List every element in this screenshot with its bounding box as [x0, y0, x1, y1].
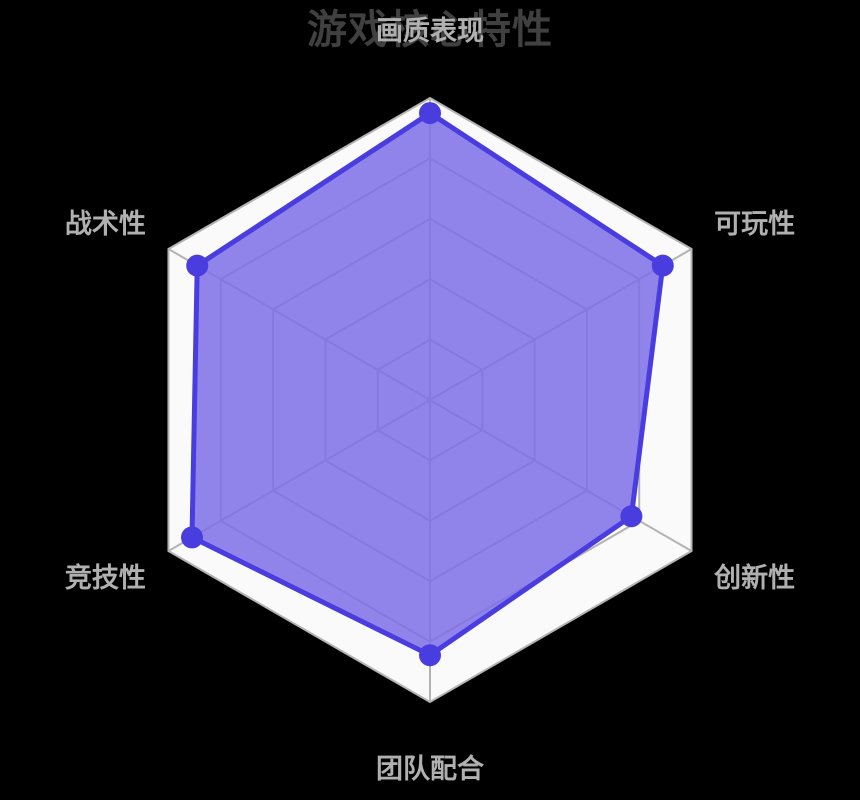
series-markers — [181, 102, 674, 667]
data-point-marker[interactable] — [419, 102, 441, 125]
axis-label-2: 创新性 — [713, 562, 795, 594]
data-point-marker[interactable] — [620, 505, 643, 528]
axis-label-1: 可玩性 — [714, 209, 795, 240]
data-point-marker[interactable] — [186, 254, 209, 277]
chart-title: 游戏核心特性 — [307, 7, 553, 53]
data-point-marker[interactable] — [419, 644, 441, 667]
data-point-marker[interactable] — [651, 254, 674, 277]
data-point-marker[interactable] — [181, 526, 203, 549]
axis-label-0: 画质表现 — [376, 16, 484, 47]
axis-label-4: 竞技性 — [65, 562, 146, 594]
axis-label-5: 战术性 — [65, 209, 146, 240]
axis-label-3: 团队配合 — [376, 753, 484, 785]
